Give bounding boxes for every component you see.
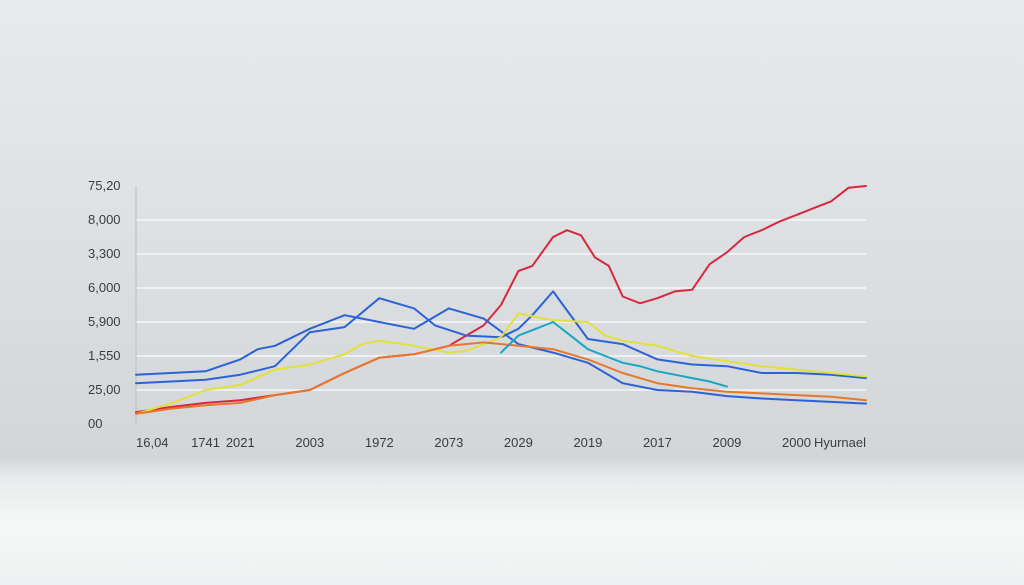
y-tick-label: 1,550 xyxy=(88,348,121,363)
x-tick-label: 2003 xyxy=(295,435,324,450)
y-tick-label: 00 xyxy=(88,416,102,431)
x-tick-label: 2029 xyxy=(504,435,533,450)
series-line-6 xyxy=(500,321,728,388)
y-tick-label: 5,900 xyxy=(88,314,121,329)
y-tick-label: 25,00 xyxy=(88,382,121,397)
y-tick-label: 75,20 xyxy=(88,178,121,193)
x-tick-label: 16,04 xyxy=(136,435,169,450)
x-tick-label: 1972 xyxy=(365,435,394,450)
x-tick-label: 2009 xyxy=(712,435,741,450)
y-tick-label: 6,000 xyxy=(88,280,121,295)
y-tick-label: 8,000 xyxy=(88,212,121,227)
x-tick-label: Hyurnael xyxy=(814,435,866,450)
series-lines xyxy=(135,185,867,415)
y-tick-label: 3,300 xyxy=(88,246,121,261)
series-line-5 xyxy=(135,341,867,415)
x-tick-label: 2017 xyxy=(643,435,672,450)
x-tick-label: 2021 xyxy=(226,435,255,450)
x-tick-label: 2000 xyxy=(782,435,811,450)
series-line-2 xyxy=(135,307,867,405)
gridlines xyxy=(135,186,866,424)
x-tick-label: 2073 xyxy=(434,435,463,450)
series-line-3 xyxy=(135,290,867,385)
series-line-4 xyxy=(135,312,867,415)
y-axis-ticks: 00 25,00 1,550 5,900 6,000 3,300 8,000 75,20 xyxy=(88,178,121,431)
x-tick-label: 2019 xyxy=(573,435,602,450)
x-axis-ticks: 16,04 1741 2021 2003 1972 2073 2029 2019 2017 200… xyxy=(136,435,866,450)
x-tick-label: 1741 xyxy=(191,435,220,450)
